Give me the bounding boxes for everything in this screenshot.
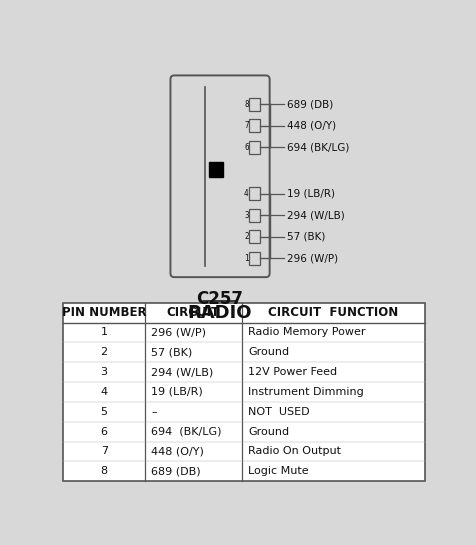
Text: NOT  USED: NOT USED [248, 407, 309, 417]
Text: Instrument Dimming: Instrument Dimming [248, 387, 363, 397]
Text: 19 (LB/R): 19 (LB/R) [151, 387, 202, 397]
Text: 1: 1 [244, 254, 248, 263]
Text: RADIO: RADIO [188, 304, 252, 322]
FancyBboxPatch shape [170, 75, 269, 277]
Text: 7: 7 [244, 122, 248, 130]
Bar [249, 141, 259, 154]
Text: 4: 4 [100, 387, 108, 397]
Text: 689 (DB): 689 (DB) [286, 99, 332, 110]
Bar [249, 98, 259, 111]
Bar [249, 230, 259, 243]
Text: Logic Mute: Logic Mute [248, 467, 308, 476]
Text: 7: 7 [100, 446, 108, 457]
Text: 296 (W/P): 296 (W/P) [151, 328, 206, 337]
Text: 12V Power Feed: 12V Power Feed [248, 367, 337, 377]
Text: Ground: Ground [248, 347, 288, 358]
Text: 3: 3 [244, 211, 248, 220]
Text: 2: 2 [100, 347, 108, 358]
Text: 6: 6 [100, 427, 108, 437]
Bar [249, 187, 259, 200]
Bar [249, 209, 259, 222]
Text: Radio On Output: Radio On Output [248, 446, 340, 457]
Text: 448 (O/Y): 448 (O/Y) [286, 121, 335, 131]
Bar [63, 302, 425, 481]
Text: 57 (BK): 57 (BK) [151, 347, 192, 358]
Text: CIRCUIT: CIRCUIT [167, 306, 219, 319]
Text: 296 (W/P): 296 (W/P) [286, 253, 337, 263]
Text: 694  (BK/LG): 694 (BK/LG) [151, 427, 221, 437]
Text: –: – [151, 407, 157, 417]
Text: 694 (BK/LG): 694 (BK/LG) [286, 142, 348, 153]
Text: 8: 8 [100, 467, 108, 476]
Text: 3: 3 [100, 367, 108, 377]
Text: 19 (LB/R): 19 (LB/R) [286, 189, 334, 198]
Text: 689 (DB): 689 (DB) [151, 467, 200, 476]
Text: 294 (W/LB): 294 (W/LB) [151, 367, 213, 377]
Text: 448 (O/Y): 448 (O/Y) [151, 446, 204, 457]
Text: 2: 2 [244, 232, 248, 241]
Text: C257: C257 [196, 290, 243, 308]
Text: Radio Memory Power: Radio Memory Power [248, 328, 365, 337]
Text: 1: 1 [100, 328, 108, 337]
Text: Ground: Ground [248, 427, 288, 437]
Text: 294 (W/LB): 294 (W/LB) [286, 210, 344, 220]
Text: 5: 5 [100, 407, 108, 417]
Bar [209, 162, 223, 177]
Text: 57 (BK): 57 (BK) [286, 232, 324, 242]
Text: 4: 4 [244, 189, 248, 198]
Text: PIN NUMBER: PIN NUMBER [62, 306, 146, 319]
Text: 8: 8 [244, 100, 248, 109]
Bar [249, 119, 259, 132]
Text: 6: 6 [244, 143, 248, 152]
Bar [249, 252, 259, 265]
Text: CIRCUIT  FUNCTION: CIRCUIT FUNCTION [268, 306, 398, 319]
